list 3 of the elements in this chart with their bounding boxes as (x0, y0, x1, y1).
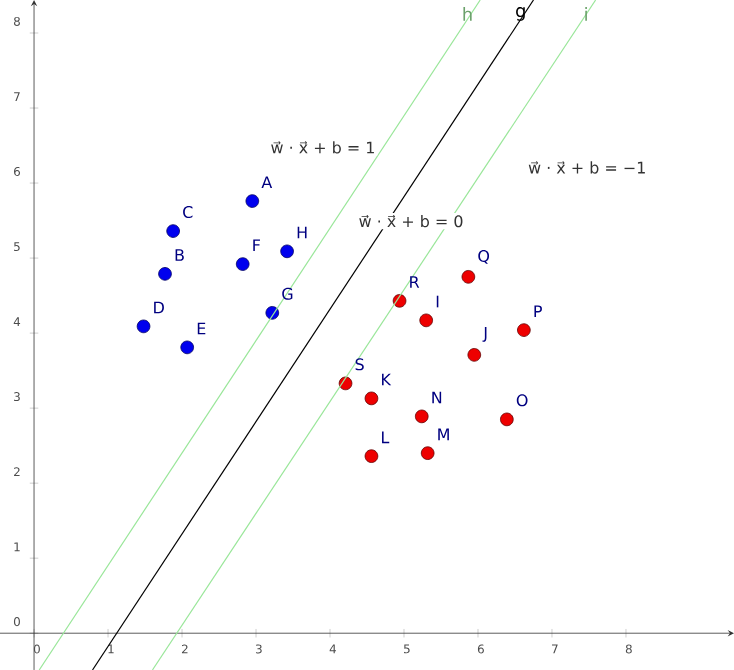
series-label: h (463, 7, 472, 21)
series-label: i (585, 7, 587, 21)
series-label: g (516, 7, 525, 21)
